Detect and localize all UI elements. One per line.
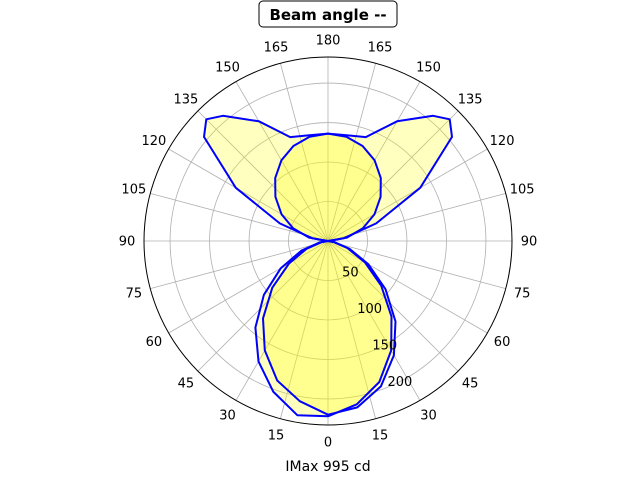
grid: [144, 57, 512, 425]
angle-tick-label: 165: [264, 40, 289, 55]
grid-spoke: [327, 240, 377, 419]
angle-tick-label: 30: [219, 409, 236, 424]
grid-spoke: [327, 110, 459, 242]
series-fill-0: [263, 133, 396, 415]
angle-tick-label: 15: [268, 429, 285, 444]
angle-tick-label: 15: [372, 429, 389, 444]
angle-tick-label: 60: [146, 335, 163, 350]
angle-tick-label: 135: [458, 92, 483, 107]
grid-spoke: [327, 240, 421, 401]
angle-tick-label: 120: [490, 134, 515, 149]
series-fill-1: [204, 115, 452, 417]
angle-tick-label: 60: [494, 335, 511, 350]
grid-spoke: [327, 63, 377, 242]
grid-spoke: [327, 240, 506, 290]
grid-spoke: [327, 148, 488, 242]
radial-tick-labels: 50 100 150 200: [342, 265, 412, 389]
angle-tick-label: 135: [173, 92, 198, 107]
angle-tick-label: 45: [178, 377, 195, 392]
grid-spoke: [235, 240, 329, 401]
grid-spoke: [279, 63, 329, 242]
radial-tick-label: 50: [342, 265, 359, 280]
angle-tick-label: 150: [416, 60, 441, 75]
angle-tick-label: 105: [510, 182, 535, 197]
grid-spoke: [168, 240, 329, 334]
grid-spoke: [168, 148, 329, 242]
angle-tick-label: 45: [462, 377, 479, 392]
grid-spoke: [150, 240, 329, 290]
angle-tick-label: 165: [368, 40, 393, 55]
grid-spoke: [327, 192, 506, 242]
angle-tick-label: 30: [420, 409, 437, 424]
outer-frame: [143, 56, 513, 426]
angle-tick-label: 90: [119, 235, 136, 250]
grid-spoke: [197, 240, 329, 372]
grid-spoke: [279, 240, 329, 419]
angle-tick-label: 75: [126, 287, 143, 302]
grid-spoke: [327, 240, 488, 334]
radial-tick-label: 200: [387, 375, 412, 390]
angle-tick-label: 90: [521, 235, 538, 250]
grid-spoke: [327, 240, 459, 372]
angle-tick-label: 0: [324, 436, 332, 451]
grid-spoke: [197, 110, 329, 242]
angle-tick-label: 75: [514, 287, 531, 302]
angle-tick-label: 105: [121, 182, 146, 197]
series-line-0: [262, 132, 397, 416]
angle-tick-label: 120: [142, 134, 167, 149]
series-fills: [204, 115, 452, 417]
title-box: [258, 0, 398, 28]
radial-tick-label: 150: [372, 338, 397, 353]
angle-tick-label: 180: [316, 34, 341, 49]
angle-tick-labels: 0 15 15 30 30 45 45 60 60 75 75 90 90 105 105 120 120 135…: [119, 34, 538, 451]
angle-tick-label: 150: [215, 60, 240, 75]
series-lines: [203, 114, 453, 418]
grid-spoke: [150, 192, 329, 242]
radial-tick-label: 100: [357, 302, 382, 317]
series-line-1: [203, 114, 453, 418]
x-axis-label: IMax 995 cd: [285, 459, 370, 475]
chart-title: Beam angle --: [269, 6, 386, 24]
